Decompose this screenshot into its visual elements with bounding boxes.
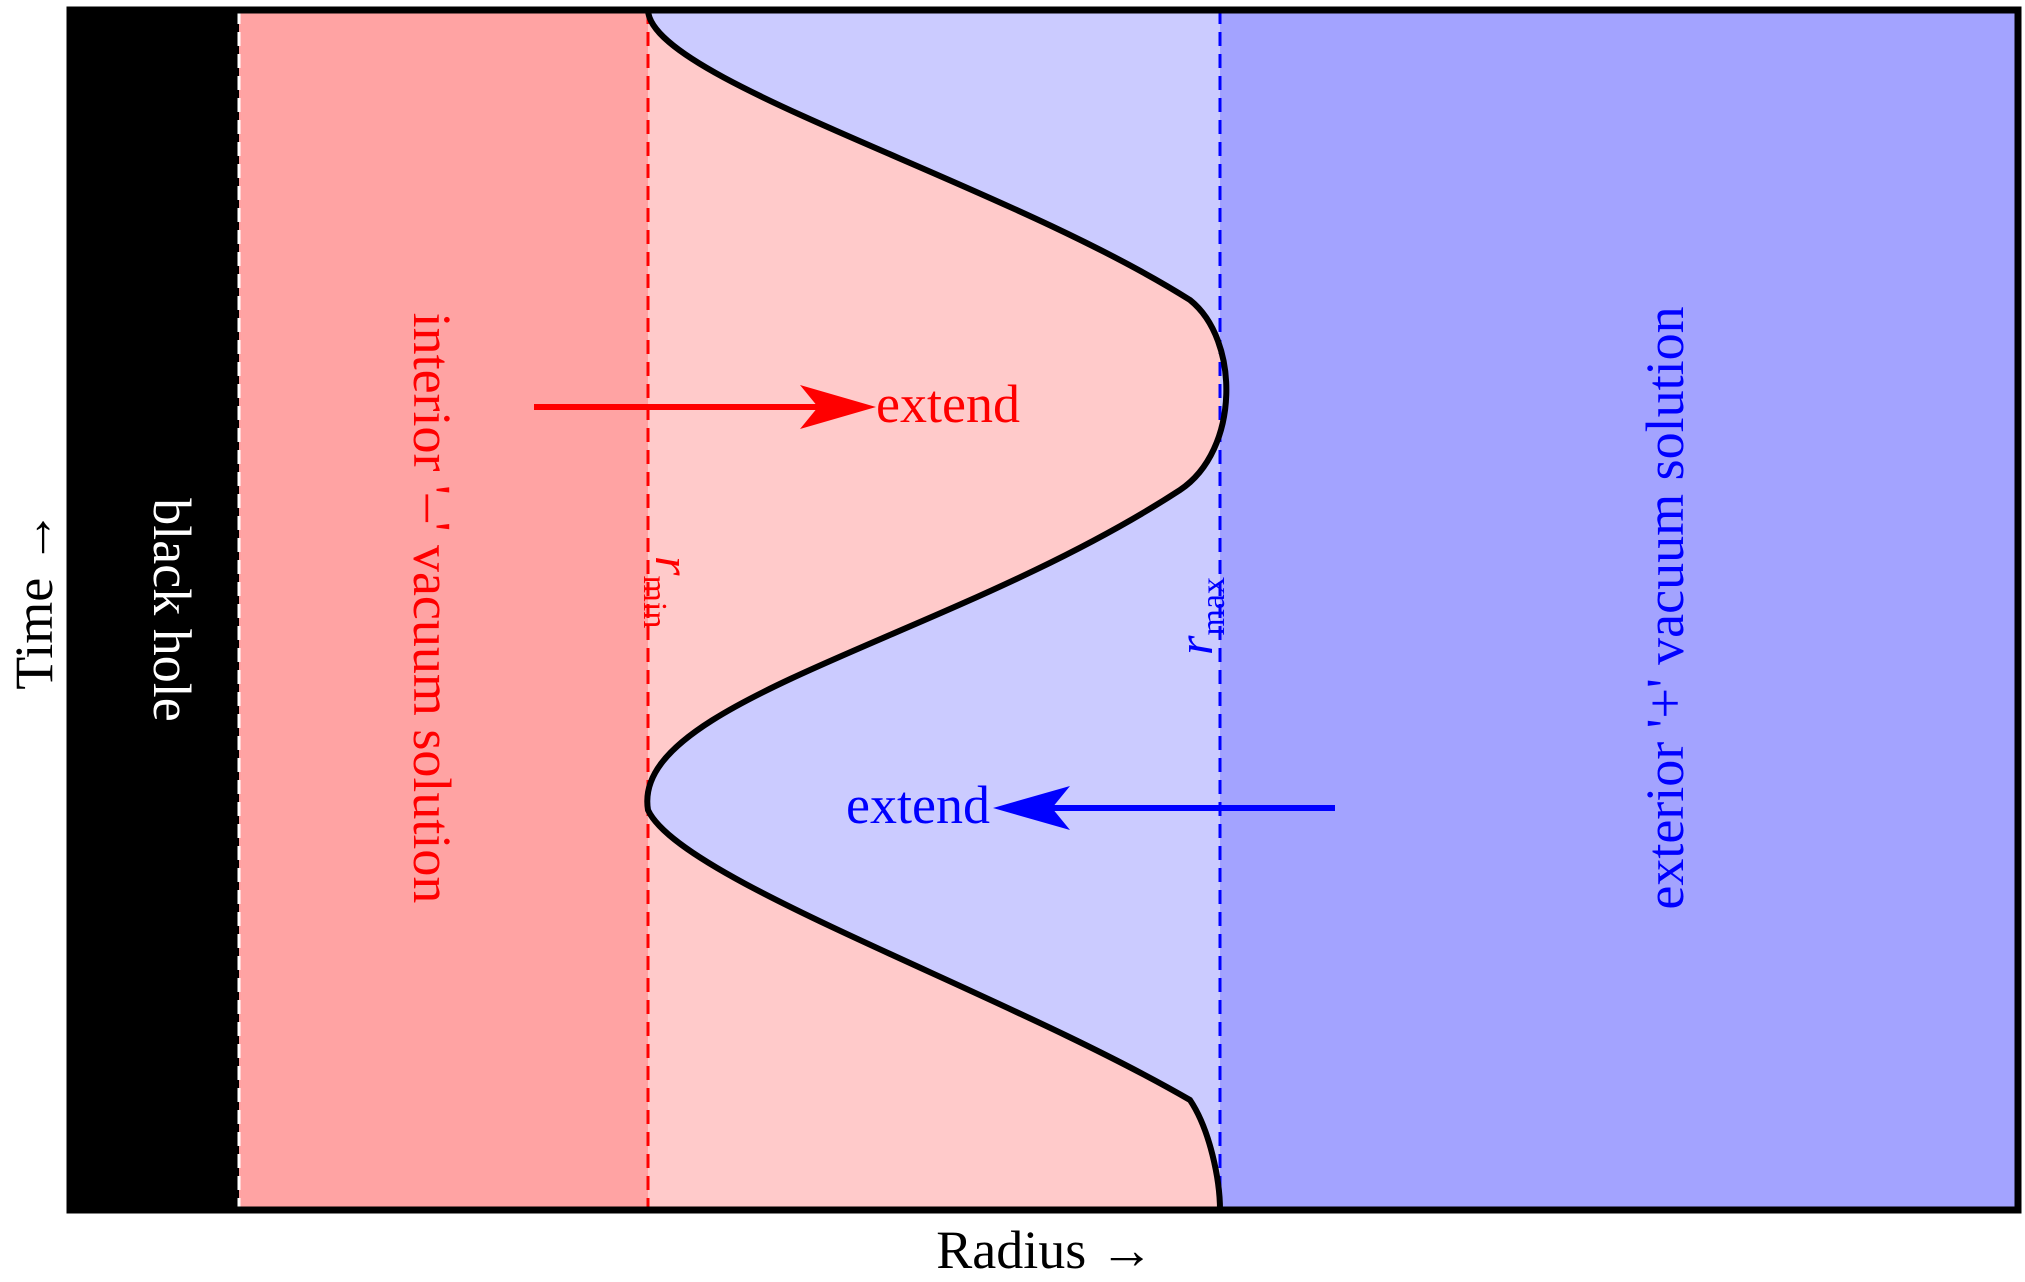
interior-extend-arrow-head	[800, 385, 876, 429]
black-hole-region	[70, 10, 239, 1210]
plot-frame	[66, 6, 2022, 1214]
interior-extend-label: extend	[876, 374, 1020, 434]
black-hole-label: black hole	[142, 498, 202, 721]
interior-region	[239, 10, 648, 1210]
r-min-label: rmin	[636, 556, 701, 628]
exterior-region-label: exterior '+' vacuum solution	[1635, 306, 1695, 909]
interior-region-label: interior '‒' vacuum solution	[402, 313, 462, 904]
x-axis-label: Radius →	[936, 1220, 1154, 1280]
y-axis-label: Time →	[4, 510, 64, 690]
shell-trajectory-curve	[644, 9, 1230, 1211]
exterior-extend-label: extend	[846, 775, 990, 835]
exterior-extend-arrow-head	[993, 786, 1070, 830]
exterior-extension-region	[647, 10, 1227, 1210]
exterior-region	[1220, 10, 2018, 1210]
r-max-label: rmax	[1167, 577, 1232, 655]
